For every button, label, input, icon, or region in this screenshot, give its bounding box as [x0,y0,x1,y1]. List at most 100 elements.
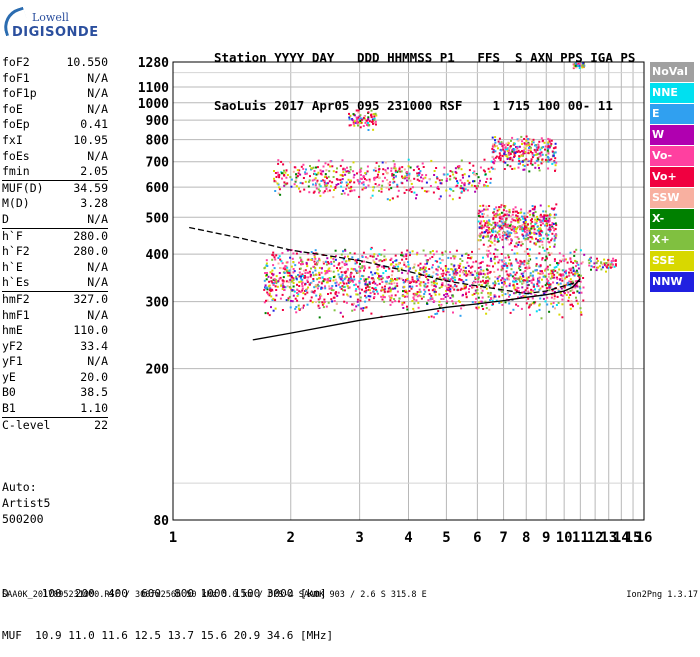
echo-point [439,195,442,198]
echo-point [527,252,530,255]
echo-point [425,181,428,184]
echo-point [424,266,427,269]
echo-point [327,268,330,271]
echo-point [356,298,359,301]
echo-point [376,254,379,257]
echo-point [301,281,304,284]
echo-point [371,273,374,276]
echo-point [361,256,364,258]
echo-point [389,299,392,302]
echo-point [475,297,478,300]
echo-point [501,142,504,145]
echo-point [328,287,331,290]
echo-point [603,258,606,261]
echo-point [523,250,526,253]
echo-point [354,289,357,292]
echo-point [516,226,519,229]
echo-point [498,155,501,158]
param-name: foF1 [2,70,30,85]
echo-point [541,272,544,275]
echo-point [509,274,512,277]
echo-point [436,177,439,180]
echo-point [572,305,574,308]
echo-point [318,257,321,260]
echo-point [551,232,554,235]
echo-point [327,175,330,178]
echo-point [507,226,510,229]
echo-point [413,191,416,194]
echo-point [346,285,349,288]
echo-point [368,282,371,285]
echo-point [341,285,344,288]
echo-point [431,275,434,278]
echo-point [501,145,504,148]
echo-point [307,271,310,274]
echo-point [270,280,273,283]
echo-point [548,138,551,141]
echo-point [387,182,390,185]
echo-point [474,270,477,273]
echo-point [393,282,396,285]
echo-point [482,269,485,272]
echo-point [496,145,498,147]
echo-point [311,271,314,274]
echo-point [456,289,459,292]
echo-point [550,272,553,275]
echo-point [485,307,488,310]
echo-point [422,267,425,270]
echo-point [547,221,550,224]
echo-point [521,243,524,245]
echo-point [416,178,419,181]
echo-point [364,294,367,297]
echo-point [424,282,427,285]
echo-point [503,234,506,237]
echo-point [310,251,313,253]
echo-point [406,249,409,252]
echo-point [544,224,547,227]
echo-point [497,224,500,227]
echo-point [492,145,495,148]
echo-point [478,301,481,304]
param-name: foEs [2,148,30,163]
echo-point [339,281,342,284]
echo-point [430,281,433,284]
echo-point [285,280,288,283]
echo-point [319,194,322,197]
echo-point [578,285,581,288]
echo-point [517,166,520,169]
echo-point [545,255,548,258]
echo-point [404,175,407,178]
echo-point [513,285,516,288]
echo-point [493,208,496,211]
echo-point [272,264,275,267]
echo-point [522,215,525,218]
echo-point [296,288,299,291]
echo-point [341,266,344,269]
echo-point [343,285,346,288]
echo-point [451,276,454,279]
echo-point [298,169,301,172]
echo-point [416,277,419,280]
echo-point [432,191,435,194]
echo-point [479,210,482,213]
echo-point [290,274,293,277]
echo-point [343,262,346,265]
echo-point [548,289,551,292]
param-value: 10.550 [66,55,108,69]
echo-point [440,267,442,270]
echo-point [580,311,583,314]
echo-point [502,223,505,225]
echo-point [327,262,330,265]
echo-point [605,262,608,264]
echo-point [553,161,556,164]
echo-point [535,146,538,149]
echo-point [281,309,284,311]
echo-point [308,179,311,182]
echo-point [418,279,421,282]
echo-point [372,169,375,172]
echo-point [598,265,601,268]
echo-point [314,184,317,187]
echo-point [496,277,499,280]
echo-point [603,264,606,267]
echo-point [334,278,337,281]
